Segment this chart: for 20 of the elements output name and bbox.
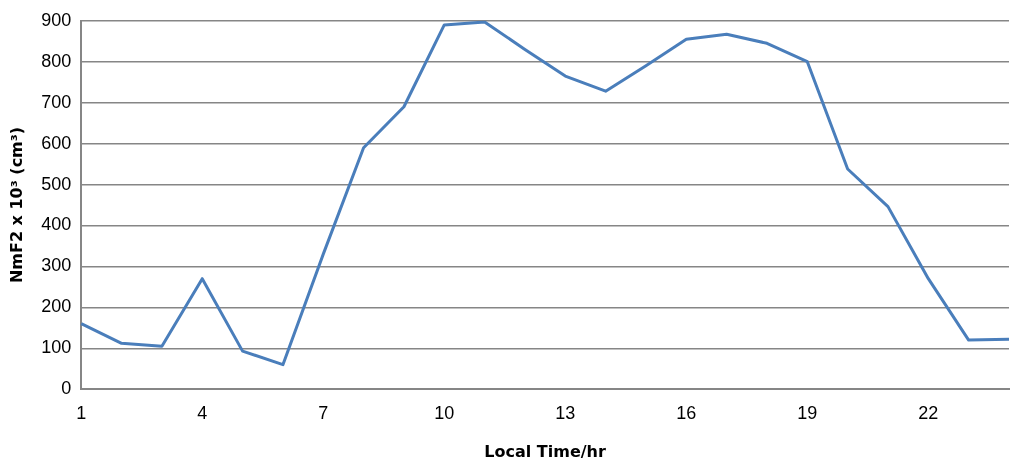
y-tick-label: 400 xyxy=(41,214,72,235)
y-tick-label: 900 xyxy=(41,9,72,30)
y-tick-label: 800 xyxy=(41,50,72,71)
x-tick-label: 4 xyxy=(197,402,208,423)
x-tick-label: 7 xyxy=(318,402,329,423)
y-tick-label: 100 xyxy=(41,337,72,358)
y-axis-title: NmF2 x 10³ (cm³) xyxy=(6,126,26,284)
x-tick-label: 10 xyxy=(434,402,455,423)
x-tick-label: 16 xyxy=(676,402,697,423)
x-tick-label: 1 xyxy=(76,402,87,423)
y-tick-label: 300 xyxy=(41,255,72,276)
y-tick-label: 0 xyxy=(61,378,72,399)
x-axis-title: Local Time/hr xyxy=(484,441,607,461)
y-tick-label: 700 xyxy=(41,91,72,112)
y-tick-label: 600 xyxy=(41,132,72,153)
y-tick-label: 200 xyxy=(41,296,72,317)
x-tick-label: 22 xyxy=(918,402,939,423)
x-tick-label: 19 xyxy=(797,402,818,423)
x-tick-label: 13 xyxy=(555,402,576,423)
y-tick-label: 500 xyxy=(41,173,72,194)
